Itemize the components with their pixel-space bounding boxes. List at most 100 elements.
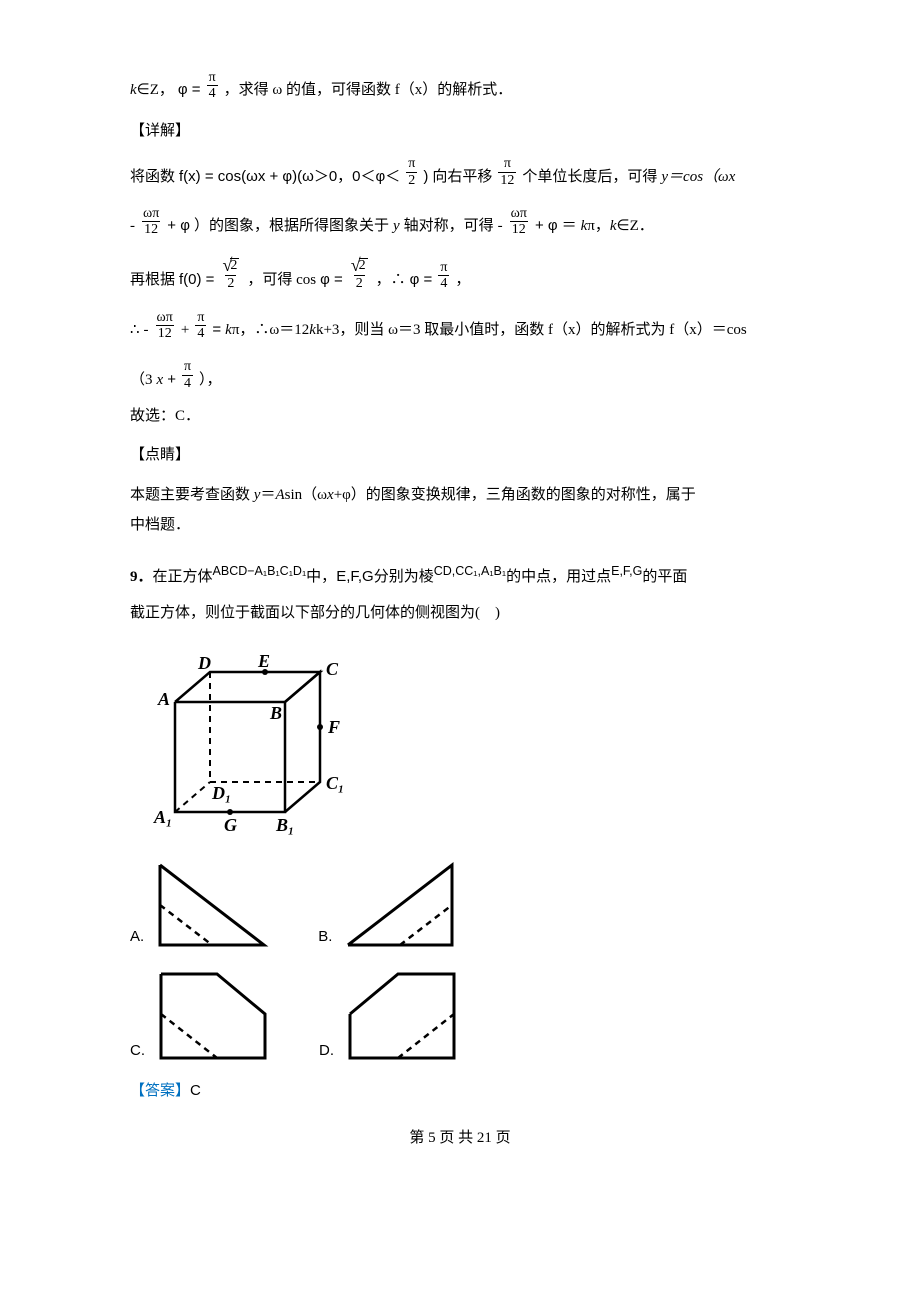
lbl-A: A — [157, 689, 170, 709]
text: ∈Z， — [137, 82, 174, 98]
phi: +φ）的图象变换规律，三角函数的图象的对称性，属于 — [334, 487, 696, 503]
text: 个单位长度后，可得 — [522, 166, 657, 189]
q-num: 9． — [130, 569, 153, 585]
option-label-A: A. — [130, 926, 144, 953]
comma: ， — [455, 269, 470, 292]
num: ωπ — [141, 206, 161, 221]
cube-diagram: D E C A B F C₁ D₁ A₁ G B₁ — [130, 647, 790, 837]
dianjing-heading: 【点睛】 — [130, 444, 790, 467]
detail-heading: 【详解】 — [130, 120, 790, 143]
t2: 中档题． — [130, 517, 190, 533]
q9-text: 9．在正方体ABCD−A₁B₁C₁D₁中，E,F,G分别为棱CD,CC₁,A₁B… — [130, 556, 790, 631]
text: ，求得 ω 的值，可得函数 f（x）的解析式． — [224, 79, 513, 102]
eq: = — [212, 319, 221, 342]
plus-phi: + φ — [167, 215, 190, 238]
t1: 在正方体 — [153, 569, 213, 585]
f0: f(0) = — [179, 269, 214, 292]
var-x: x — [729, 169, 736, 185]
text: 向右平移 — [432, 166, 492, 189]
phi-eq-a: φ = — [320, 269, 343, 292]
frac-pi-4-c: π 4 — [195, 310, 206, 342]
x: x — [327, 487, 334, 503]
option-row-2: C. D. — [130, 966, 790, 1066]
frac-root2-2-b: √2 2 — [349, 256, 370, 292]
t4: 的中点，用过点 — [506, 569, 611, 585]
var-y: y — [393, 215, 400, 238]
line-4: 再根据 f(0) = √2 2 ，可得 cos φ = √2 2 ，∴ φ = … — [130, 256, 790, 292]
line-3: - ωπ 12 + φ ）的图象，根据所得图象关于 y 轴对称，可得 - ωπ … — [130, 206, 790, 238]
var-k2: k — [309, 322, 316, 338]
lbl-A1: A₁ — [153, 807, 172, 827]
text: π，∴ω＝12 — [232, 322, 309, 338]
rad: 2 — [230, 258, 239, 273]
cos-text: ，可得 cos — [247, 269, 316, 292]
text: 再根据 — [130, 269, 175, 292]
efg2: E,F,G — [611, 564, 642, 578]
phi-eq-b: φ = — [410, 269, 433, 292]
minus: - — [144, 319, 149, 342]
text: ）的图象，根据所得图象关于 — [194, 215, 389, 238]
den: 2 — [354, 275, 365, 291]
edges: CD,CC₁,A₁B₁ — [434, 564, 506, 578]
den: 4 — [182, 375, 193, 391]
sin: sin（ω — [285, 487, 327, 503]
t3: 分别为棱 — [374, 569, 434, 585]
lbl-G: G — [224, 815, 237, 835]
efg: E,F,G — [336, 568, 374, 585]
answer-value: C — [190, 1082, 201, 1099]
cube: ABCD−A₁B₁C₁D₁ — [213, 564, 307, 578]
var-k2: k — [610, 218, 617, 234]
phi-eq: φ = — [178, 79, 201, 102]
close: ）， — [199, 369, 222, 392]
num: π — [502, 156, 513, 171]
option-row-1: A. B. — [130, 857, 790, 952]
num: ωπ — [155, 310, 175, 325]
den: 2 — [225, 275, 236, 291]
rad: 2 — [359, 258, 368, 273]
text: 轴对称，可得 — [404, 215, 494, 238]
option-label-D: D. — [319, 1040, 334, 1067]
lbl-D1: D₁ — [211, 783, 231, 803]
den: 12 — [498, 172, 516, 188]
frac-pi-4-d: π 4 — [182, 359, 193, 391]
line-6: （3 x + π 4 ）， — [130, 359, 790, 391]
dianjing-para: 本题主要考查函数 y＝Asin（ωx+φ）的图象变换规律，三角函数的图象的对称性… — [130, 480, 790, 540]
plus-phi-b: + φ — [535, 215, 558, 238]
option-D-shape — [342, 966, 462, 1066]
therefore: ∴ — [130, 319, 140, 342]
answer: 【答案】C — [130, 1080, 790, 1103]
therefore: ，∴ — [376, 269, 406, 292]
num: π — [182, 359, 193, 374]
lbl-E: E — [257, 651, 270, 671]
t1: 本题主要考查函数 — [130, 487, 254, 503]
var-x: x — [157, 369, 164, 392]
t6: 截正方体，则位于截面以下部分的几何体的侧视图为( ) — [130, 605, 500, 621]
lbl-B1: B₁ — [275, 815, 294, 835]
den: 4 — [438, 275, 449, 291]
line-5: ∴ - ωπ 12 + π 4 = kπ，∴ω＝12kk+3，则当 ω＝3 取最… — [130, 310, 790, 342]
page-footer: 第 5 页 共 21 页 — [130, 1127, 790, 1150]
t2: 中， — [306, 569, 336, 585]
plus: + — [167, 369, 176, 392]
minus: - — [130, 215, 135, 238]
A: A — [275, 487, 284, 503]
num: √2 — [220, 256, 241, 275]
option-B-shape — [340, 857, 460, 952]
cube-svg: D E C A B F C₁ D₁ A₁ G B₁ — [130, 647, 360, 837]
var-k: k — [130, 82, 137, 98]
option-C-shape — [153, 966, 273, 1066]
num: ωπ — [509, 206, 529, 221]
lbl-C: C — [326, 659, 339, 679]
den: 12 — [156, 325, 174, 341]
y-eq: y＝cos（ω — [661, 169, 728, 185]
minus2: - — [498, 215, 503, 238]
frac-root2-2-a: √2 2 — [220, 256, 241, 292]
num: π — [438, 260, 449, 275]
line-1: k∈Z， φ = π 4 ，求得 ω 的值，可得函数 f（x）的解析式． — [130, 70, 790, 102]
z: ∈Z． — [617, 218, 654, 234]
frac-omega-pi-12-c: ωπ 12 — [155, 310, 175, 342]
line-7: 故选：C． — [130, 405, 790, 428]
option-label-B: B. — [318, 926, 332, 953]
lbl-C1: C₁ — [326, 773, 344, 793]
var-k: k — [225, 322, 232, 338]
